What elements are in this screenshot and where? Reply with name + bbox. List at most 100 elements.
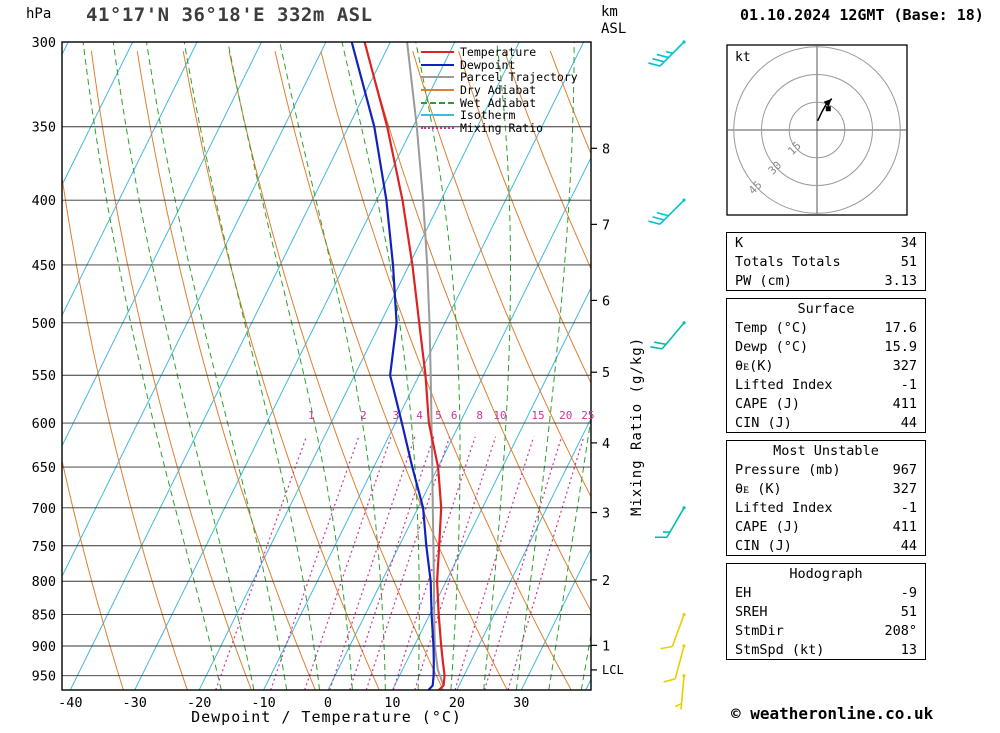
km-tick-label: 2 bbox=[602, 573, 610, 589]
svg-text:850: 850 bbox=[32, 608, 56, 624]
svg-text:-20: -20 bbox=[187, 695, 211, 711]
svg-text:20: 20 bbox=[449, 695, 465, 711]
run-datetime: 01.10.2024 12GMT (Base: 18) bbox=[740, 6, 984, 24]
pressure-axis-unit: hPa bbox=[26, 6, 52, 22]
stat-label: Dewp (°C) bbox=[735, 338, 809, 355]
stat-label: Lifted Index bbox=[735, 499, 833, 516]
profile-curves bbox=[350, 42, 446, 690]
stat-value: 411 bbox=[892, 395, 917, 412]
altitude-axis-unit: km ASL bbox=[601, 4, 626, 38]
most-unstable-table: Most Unstable Pressure (mb) 967 θᴇ (K) 327 Li… bbox=[726, 440, 926, 556]
legend-item: Temperature bbox=[421, 45, 578, 59]
stat-value: -9 bbox=[900, 584, 917, 601]
wind-barb bbox=[648, 198, 686, 225]
svg-text:20: 20 bbox=[559, 409, 572, 422]
stat-value: 15.9 bbox=[884, 338, 917, 355]
dry-adiabat-lines bbox=[62, 50, 591, 690]
stat-value: -1 bbox=[900, 499, 917, 516]
km-tick-label: 3 bbox=[602, 506, 610, 522]
legend-label: Parcel Trajectory bbox=[460, 70, 578, 85]
stat-value: 208° bbox=[884, 622, 917, 639]
legend-swatch bbox=[421, 63, 454, 66]
stat-label: θᴇ(K) bbox=[735, 357, 774, 374]
altitude-axis-unit-km: km bbox=[601, 4, 618, 20]
legend-item: Mixing Ratio bbox=[421, 121, 578, 135]
plot-frame bbox=[61, 41, 592, 691]
lcl-label: LCL bbox=[602, 663, 624, 677]
stat-value: -1 bbox=[900, 376, 917, 393]
wind-barb bbox=[655, 506, 686, 539]
km-tick-label: 4 bbox=[602, 436, 610, 452]
table-row: Lifted Index -1 bbox=[727, 498, 926, 517]
table-row: CIN (J) 44 bbox=[727, 413, 926, 433]
svg-text:1: 1 bbox=[308, 409, 315, 422]
trace-arrowhead bbox=[823, 98, 832, 107]
copyright-link[interactable]: © weatheronline.co.uk bbox=[731, 704, 934, 723]
table-row: StmDir 208° bbox=[727, 621, 926, 640]
svg-text:-10: -10 bbox=[251, 695, 275, 711]
stat-label: CAPE (J) bbox=[735, 395, 801, 412]
table-row: EH -9 bbox=[727, 583, 926, 602]
stat-value: 44 bbox=[900, 537, 917, 554]
indices-table: K 34 Totals Totals 51 PW (cm) 3.13 bbox=[726, 232, 926, 291]
wet-adiabat-lines bbox=[82, 42, 591, 690]
svg-text:300: 300 bbox=[32, 35, 56, 51]
svg-text:400: 400 bbox=[32, 193, 56, 209]
table-row: Dewp (°C) 15.9 bbox=[727, 337, 926, 356]
table-title-row: Most Unstable bbox=[727, 441, 926, 461]
legend-label: Dewpoint bbox=[460, 57, 516, 72]
table-row: Lifted Index -1 bbox=[727, 375, 926, 394]
table-row: CAPE (J) 411 bbox=[727, 394, 926, 413]
stat-label: SREH bbox=[735, 603, 768, 620]
stat-value: 411 bbox=[892, 518, 917, 535]
station-title: 41°17'N 36°18'E 332m ASL bbox=[86, 4, 373, 26]
stat-label: θᴇ (K) bbox=[735, 480, 782, 497]
stat-label: Pressure (mb) bbox=[735, 461, 841, 478]
wind-barb bbox=[674, 674, 686, 710]
table-row: θᴇ(K) 327 bbox=[727, 356, 926, 375]
mixing-ratio-axis-label: Mixing Ratio (g/kg) bbox=[629, 337, 645, 516]
legend-item: Dry Adiabat bbox=[421, 83, 578, 97]
wind-barb bbox=[660, 612, 686, 650]
wind-barb bbox=[650, 321, 686, 350]
stat-value: 967 bbox=[892, 461, 917, 478]
svg-text:0: 0 bbox=[324, 695, 332, 711]
stat-value: 3.13 bbox=[884, 272, 917, 289]
stat-label: StmSpd (kt) bbox=[735, 641, 825, 658]
svg-text:750: 750 bbox=[32, 539, 56, 555]
stat-value: 327 bbox=[892, 480, 917, 497]
mixing-ratio-lines bbox=[215, 436, 585, 690]
table-title-row: Hodograph bbox=[727, 564, 926, 584]
svg-text:8: 8 bbox=[476, 409, 483, 422]
table-row: CAPE (J) 411 bbox=[727, 517, 926, 536]
table-row: θᴇ (K) 327 bbox=[727, 479, 926, 498]
chart-legend: Temperature Dewpoint Parcel Trajectory Dry … bbox=[421, 45, 578, 135]
dewpoint-curve bbox=[350, 42, 435, 690]
stat-label: CAPE (J) bbox=[735, 518, 801, 535]
table-row: StmSpd (kt) 13 bbox=[727, 640, 926, 660]
svg-text:25: 25 bbox=[581, 409, 594, 422]
stat-label: K bbox=[735, 234, 744, 251]
legend-swatch bbox=[421, 76, 454, 79]
stat-label: PW (cm) bbox=[735, 272, 792, 289]
table-row: PW (cm) 3.13 bbox=[727, 271, 926, 291]
altitude-axis: 8 7 6 5 4 3 2 1 LCL bbox=[591, 141, 624, 677]
table-title: Surface bbox=[797, 300, 855, 317]
hodograph-unit: kt bbox=[735, 50, 751, 65]
svg-text:500: 500 bbox=[32, 316, 56, 332]
km-tick-label: 1 bbox=[602, 638, 610, 654]
svg-text:5: 5 bbox=[435, 409, 442, 422]
km-tick-label: 8 bbox=[602, 141, 610, 157]
svg-text:900: 900 bbox=[32, 639, 56, 655]
svg-text:600: 600 bbox=[32, 416, 56, 432]
table-row: Pressure (mb) 967 bbox=[727, 460, 926, 479]
svg-text:950: 950 bbox=[32, 669, 56, 685]
stat-value: 51 bbox=[900, 603, 917, 620]
stat-label: StmDir bbox=[735, 622, 784, 639]
legend-item: Dewpoint bbox=[421, 57, 578, 72]
storm-motion-marker bbox=[825, 106, 831, 112]
km-tick-label: 6 bbox=[602, 293, 610, 309]
